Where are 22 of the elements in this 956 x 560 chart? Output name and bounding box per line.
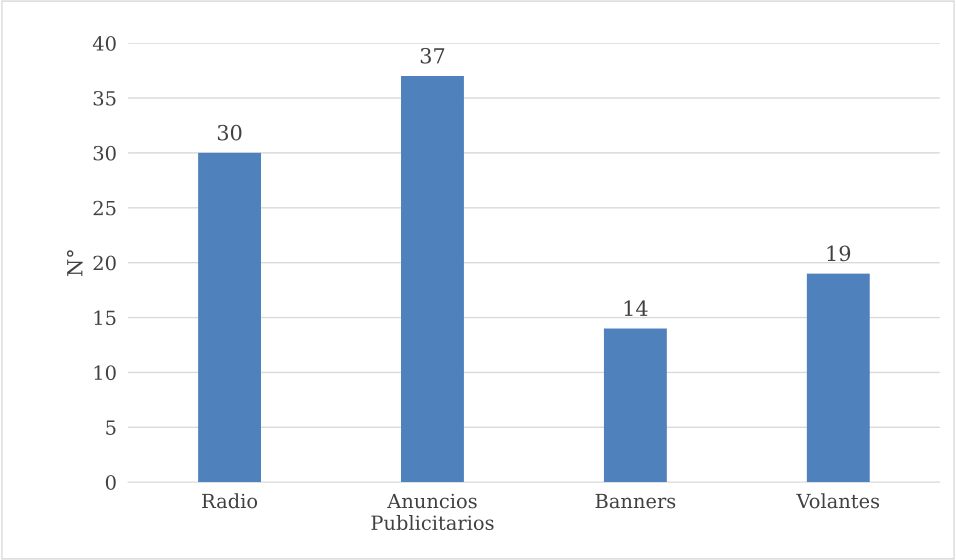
y-tick-label: 35	[94, 90, 116, 106]
data-label: 14	[624, 300, 648, 316]
data-label: 37	[420, 48, 444, 64]
x-tick-label: Volantes	[796, 493, 880, 508]
y-tick-label: 20	[94, 256, 116, 270]
data-label: 30	[218, 124, 242, 141]
y-tick-label: 30	[94, 146, 116, 161]
x-tick-label: Banners	[596, 494, 676, 508]
y-tick-label: 5	[106, 420, 116, 435]
y-tick-label: 0	[106, 475, 116, 490]
y-tick-label: 15	[94, 310, 116, 326]
y-tick-label: 40	[92, 36, 116, 51]
y-tick-label: 25	[94, 200, 116, 216]
y-axis-title: N°	[66, 250, 83, 276]
data-label: 19	[828, 245, 850, 262]
x-tick-label: Anuncios Publicitarios	[371, 494, 494, 530]
y-tick-label: 10	[94, 365, 116, 380]
bar	[806, 274, 870, 482]
bar	[198, 152, 262, 482]
bar	[401, 76, 464, 482]
x-tick-label: Radio	[202, 493, 258, 508]
bar	[604, 328, 667, 482]
